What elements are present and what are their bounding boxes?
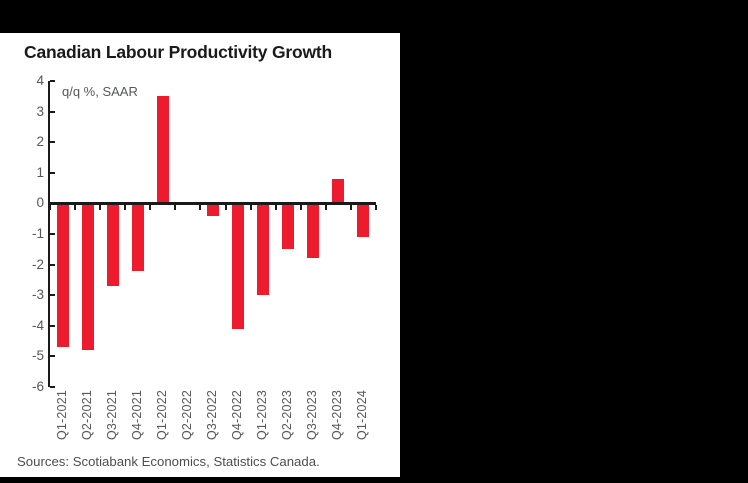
y-axis-tick-label: 1 <box>36 164 44 180</box>
y-axis-tick-label: -2 <box>31 256 44 272</box>
x-axis-tick <box>224 204 227 210</box>
y-axis-tick <box>50 263 55 266</box>
x-axis-category-label: Q3-2022 <box>205 390 219 441</box>
x-axis-category-label: Q2-2021 <box>79 390 94 441</box>
y-axis-tick-label: 4 <box>36 73 44 88</box>
x-axis-tick <box>124 204 127 210</box>
chart-title: Canadian Labour Productivity Growth <box>24 42 333 62</box>
x-axis-category-label: Q4-2023 <box>330 390 345 441</box>
bar <box>56 204 69 348</box>
y-axis-line <box>48 81 50 387</box>
x-axis-category-label: Q1-2023 <box>255 390 270 441</box>
y-axis-tick-label: -4 <box>31 317 44 333</box>
y-axis-tick-label: 0 <box>36 195 44 211</box>
y-axis-tick <box>50 233 55 235</box>
x-axis-tick <box>174 204 177 210</box>
y-axis-tick-label: -5 <box>31 348 44 364</box>
x-axis-category-label: Q4-2021 <box>129 390 144 441</box>
plot-area: q/q %, SAAR 4 3 2 1 0 -1 -2 -3 -4 -5 -6 Q1-2021 Q2-2… <box>0 33 400 477</box>
x-axis-tick <box>324 204 327 210</box>
x-axis-tick <box>99 204 102 210</box>
x-axis-category-label: Q3-2023 <box>305 390 320 441</box>
y-axis-tick <box>50 141 55 144</box>
x-axis-category-label: Q2-2022 <box>179 390 194 441</box>
x-axis-tick <box>375 204 377 210</box>
x-axis-category-label: Q1-2024 <box>355 390 370 441</box>
x-axis-tick <box>349 204 352 210</box>
bar <box>207 204 219 216</box>
x-axis-tick <box>274 204 277 210</box>
y-axis-tick-label: -6 <box>31 379 44 394</box>
x-axis-tick <box>299 204 302 210</box>
source-note: Sources: Scotiabank Economics, Statistic… <box>17 454 320 469</box>
x-axis-category-label: Q1-2022 <box>154 390 169 441</box>
y-axis-tick <box>50 110 55 113</box>
y-axis-tick-label: 2 <box>36 134 44 150</box>
chart-panel: Canadian Labour Productivity Growth q/q … <box>0 33 400 477</box>
y-axis-tick <box>50 80 55 82</box>
y-axis-tick <box>50 324 55 327</box>
x-axis-category-label: Q1-2021 <box>54 390 69 441</box>
x-axis-tick <box>49 204 51 210</box>
bar <box>282 204 295 250</box>
units-annotation: q/q %, SAAR <box>62 84 138 99</box>
bar <box>307 204 320 259</box>
y-axis-tick <box>50 386 55 388</box>
y-axis-tick <box>50 294 55 297</box>
y-axis-tick <box>50 355 55 358</box>
x-axis-tick <box>199 204 202 210</box>
y-axis-tick <box>50 171 55 174</box>
x-axis-category-label: Q4-2022 <box>230 390 245 441</box>
x-axis-category-label: Q2-2023 <box>280 390 295 441</box>
bar <box>257 204 270 296</box>
bar <box>232 204 245 329</box>
x-axis-tick <box>149 204 152 210</box>
top-black-bar <box>0 0 748 33</box>
bar <box>81 204 94 351</box>
x-axis-category-label: Q3-2021 <box>104 390 119 441</box>
bar <box>131 204 144 271</box>
x-axis-tick <box>74 204 77 210</box>
bar <box>106 204 119 286</box>
y-axis-tick-label: 3 <box>36 103 44 119</box>
bar <box>357 204 370 238</box>
x-axis-tick <box>249 204 252 210</box>
y-axis-tick-label: -1 <box>31 226 44 241</box>
x-axis-line <box>48 201 376 205</box>
bar <box>332 178 345 202</box>
y-axis-tick-label: -3 <box>31 287 44 303</box>
bar <box>156 96 169 202</box>
